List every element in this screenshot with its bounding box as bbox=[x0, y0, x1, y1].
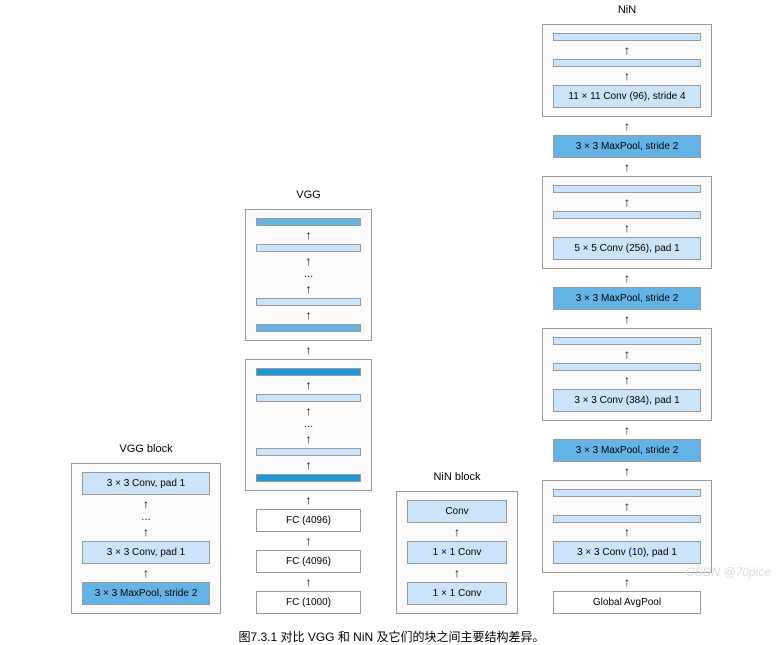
arrow-icon: ↑ bbox=[624, 43, 630, 57]
layer-box: 5 × 5 Conv (256), pad 1 bbox=[553, 237, 701, 260]
arrow-icon: ↑ bbox=[624, 195, 630, 209]
arrow-icon: ↑ bbox=[624, 575, 630, 589]
layer-stack-plain: FC (1000) ↑ FC (4096) ↑ FC (4096) bbox=[256, 509, 361, 614]
layer-box: Conv bbox=[407, 500, 507, 523]
architecture-diagram: VGG block3 × 3 MaxPool, stride 2↑3 × 3 C… bbox=[0, 0, 783, 618]
arrow-icon: ↑ bbox=[624, 221, 630, 235]
arrow-icon: ↑ bbox=[624, 160, 630, 174]
figure-caption: 图7.3.1 对比 VGG 和 NiN 及它们的块之间主要结构差异。 bbox=[0, 628, 783, 645]
block-group: ↑ ↑ … ↑ ↑ bbox=[245, 359, 372, 491]
layer-bar bbox=[256, 394, 361, 402]
block-group: 3 × 3 MaxPool, stride 2 ↑ 3 × 3 Conv, pad … bbox=[71, 463, 221, 614]
diagram-column: VGG block 3 × 3 MaxPool, stride 2 ↑ 3 × 3 C… bbox=[71, 443, 221, 614]
layer-bar bbox=[256, 298, 361, 306]
arrow-icon: ↑ bbox=[624, 464, 630, 478]
layer-stack-plain: 3 × 3 MaxPool, stride 2 bbox=[553, 287, 701, 310]
block-group: 1 × 1 Conv ↑ 1 × 1 Conv ↑ Conv bbox=[396, 491, 518, 614]
layer-bar bbox=[256, 218, 361, 226]
arrow-icon: ↑ bbox=[306, 282, 312, 296]
layer-bar bbox=[553, 337, 701, 345]
layer-bar bbox=[553, 59, 701, 67]
arrow-icon: ↑ bbox=[306, 404, 312, 418]
layer-bar bbox=[553, 363, 701, 371]
arrow-icon: ↑ bbox=[306, 228, 312, 242]
layer-box: 3 × 3 MaxPool, stride 2 bbox=[82, 582, 210, 605]
block-group: 3 × 3 Conv (10), pad 1 ↑ ↑ bbox=[542, 480, 712, 573]
arrow-icon: ↑ bbox=[306, 458, 312, 472]
arrow-icon: ↑ bbox=[624, 347, 630, 361]
block-group: 3 × 3 Conv (384), pad 1 ↑ ↑ bbox=[542, 328, 712, 421]
arrow-icon: ↑ bbox=[624, 373, 630, 387]
arrow-icon: ↑ bbox=[624, 119, 630, 133]
layer-box: 1 × 1 Conv bbox=[407, 541, 507, 564]
block-group: 5 × 5 Conv (256), pad 1 ↑ ↑ bbox=[542, 176, 712, 269]
arrow-icon: ↑ bbox=[306, 254, 312, 268]
layer-bar bbox=[553, 185, 701, 193]
layer-bar bbox=[256, 474, 361, 482]
layer-box: 3 × 3 Conv, pad 1 bbox=[82, 472, 210, 495]
layer-box: 3 × 3 Conv (384), pad 1 bbox=[553, 389, 701, 412]
arrow-icon: ↑ bbox=[624, 499, 630, 513]
arrow-icon: ↑ bbox=[143, 497, 149, 511]
layer-bar bbox=[553, 489, 701, 497]
layer-stack-plain: Global AvgPool bbox=[553, 591, 701, 614]
layer-bar bbox=[553, 211, 701, 219]
column-title: VGG block bbox=[119, 443, 172, 455]
ellipsis-icon: … bbox=[304, 420, 314, 430]
arrow-icon: ↑ bbox=[624, 271, 630, 285]
arrow-icon: ↑ bbox=[306, 378, 312, 392]
arrow-icon: ↑ bbox=[624, 525, 630, 539]
layer-stack-plain: 3 × 3 MaxPool, stride 2 bbox=[553, 439, 701, 462]
arrow-icon: ↑ bbox=[624, 423, 630, 437]
arrow-icon: ↑ bbox=[306, 343, 312, 357]
arrow-icon: ↑ bbox=[306, 534, 312, 548]
layer-bar bbox=[256, 324, 361, 332]
arrow-icon: ↑ bbox=[624, 312, 630, 326]
arrow-icon: ↑ bbox=[143, 525, 149, 539]
layer-box: FC (4096) bbox=[256, 509, 361, 532]
arrow-icon: ↑ bbox=[306, 493, 312, 507]
layer-stack-plain: 3 × 3 MaxPool, stride 2 bbox=[553, 135, 701, 158]
layer-bar bbox=[256, 448, 361, 456]
arrow-icon: ↑ bbox=[454, 566, 460, 580]
layer-bar bbox=[256, 244, 361, 252]
layer-bar bbox=[553, 33, 701, 41]
layer-box: 3 × 3 Conv, pad 1 bbox=[82, 541, 210, 564]
arrow-icon: ↑ bbox=[306, 575, 312, 589]
arrow-icon: ↑ bbox=[306, 308, 312, 322]
arrow-icon: ↑ bbox=[306, 432, 312, 446]
watermark: CSDN @70pice bbox=[686, 565, 771, 579]
layer-box: 3 × 3 MaxPool, stride 2 bbox=[553, 135, 701, 158]
arrow-icon: ↑ bbox=[143, 566, 149, 580]
arrow-icon: ↑ bbox=[454, 525, 460, 539]
column-title: NiN bbox=[618, 4, 636, 16]
layer-box: 3 × 3 Conv (10), pad 1 bbox=[553, 541, 701, 564]
layer-box: FC (1000) bbox=[256, 591, 361, 614]
layer-bar bbox=[553, 515, 701, 523]
column-title: VGG bbox=[296, 189, 320, 201]
diagram-column: VGGFC (1000)↑FC (4096)↑FC (4096)↑↑↑…↑↑↑↑… bbox=[245, 189, 372, 614]
block-group: 11 × 11 Conv (96), stride 4 ↑ ↑ bbox=[542, 24, 712, 117]
block-group: ↑ ↑ … ↑ ↑ bbox=[245, 209, 372, 341]
layer-box: FC (4096) bbox=[256, 550, 361, 573]
column-title: NiN block bbox=[433, 471, 480, 483]
layer-box: 3 × 3 MaxPool, stride 2 bbox=[553, 439, 701, 462]
diagram-column: NiNGlobal AvgPool↑3 × 3 Conv (10), pad 1… bbox=[542, 4, 712, 614]
layer-box: 1 × 1 Conv bbox=[407, 582, 507, 605]
ellipsis-icon: … bbox=[141, 513, 151, 523]
layer-box: 11 × 11 Conv (96), stride 4 bbox=[553, 85, 701, 108]
arrow-icon: ↑ bbox=[624, 69, 630, 83]
ellipsis-icon: … bbox=[304, 270, 314, 280]
layer-box: Global AvgPool bbox=[553, 591, 701, 614]
layer-box: 3 × 3 MaxPool, stride 2 bbox=[553, 287, 701, 310]
layer-bar bbox=[256, 368, 361, 376]
diagram-column: NiN block 1 × 1 Conv ↑ 1 × 1 Conv ↑ Conv bbox=[396, 471, 518, 614]
